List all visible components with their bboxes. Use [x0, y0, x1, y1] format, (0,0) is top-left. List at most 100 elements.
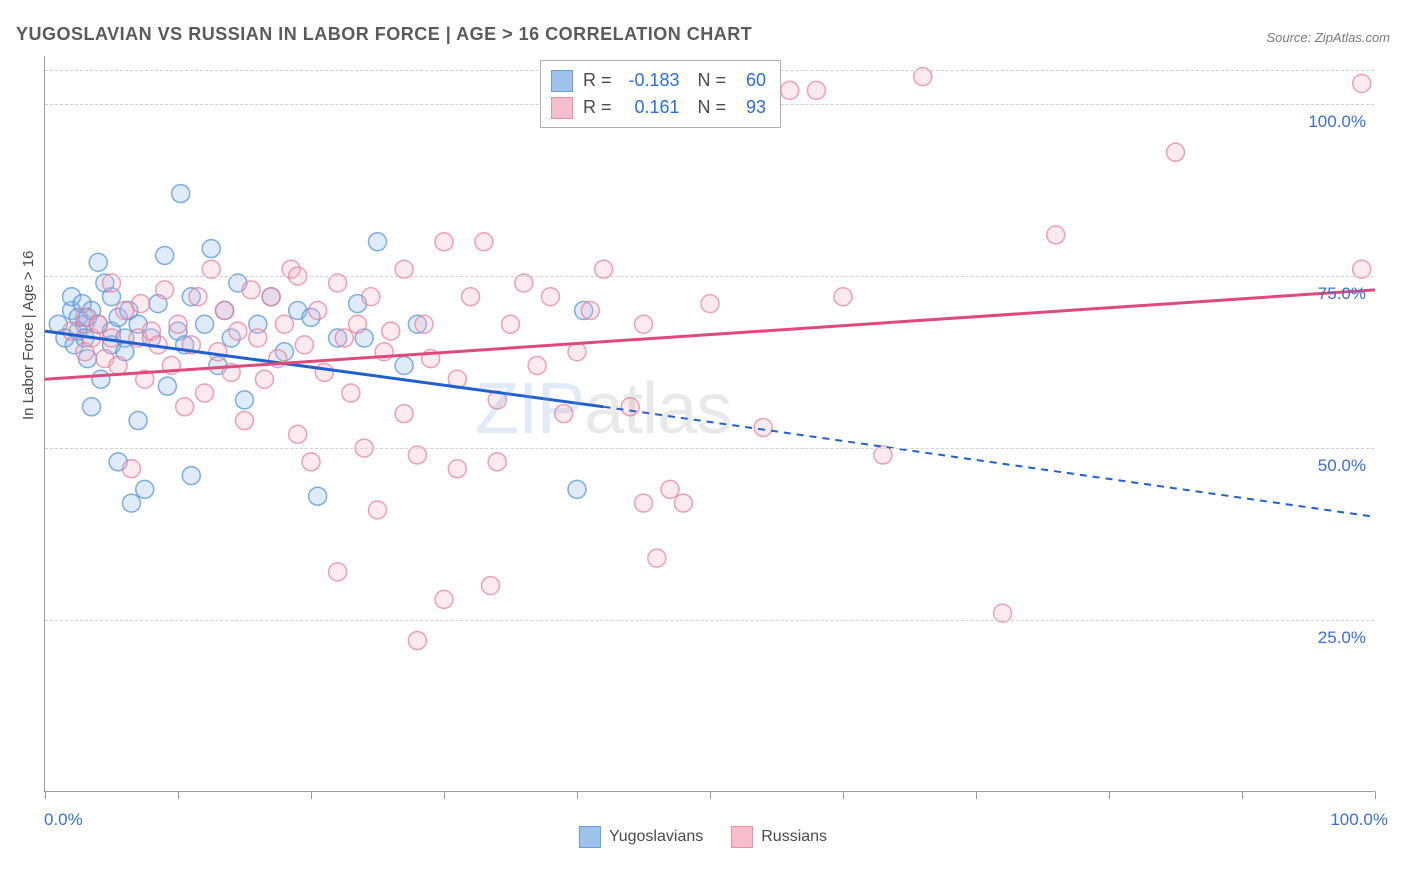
data-point	[408, 632, 426, 650]
x-tick	[710, 791, 711, 799]
legend-label-yugoslavians: Yugoslavians	[609, 828, 703, 846]
data-point	[834, 288, 852, 306]
x-tick	[178, 791, 179, 799]
data-point	[674, 494, 692, 512]
stats-legend-box: R = -0.183 N = 60 R = 0.161 N = 93	[540, 60, 781, 128]
data-point	[448, 460, 466, 478]
swatch-russians-icon	[731, 826, 753, 848]
data-point	[488, 453, 506, 471]
scatter-svg	[45, 56, 1374, 791]
x-tick	[843, 791, 844, 799]
data-point	[395, 357, 413, 375]
data-point	[262, 288, 280, 306]
data-point	[302, 453, 320, 471]
y-axis-label: In Labor Force | Age > 16	[20, 251, 37, 420]
x-tick	[1375, 791, 1376, 799]
data-point	[415, 315, 433, 333]
data-point	[635, 494, 653, 512]
data-point	[648, 549, 666, 567]
legend-label-russians: Russians	[761, 828, 827, 846]
x-tick	[444, 791, 445, 799]
data-point	[182, 467, 200, 485]
gridline	[45, 620, 1374, 621]
data-point	[236, 391, 254, 409]
x-tick	[311, 791, 312, 799]
x-axis-label-min: 0.0%	[44, 810, 83, 830]
data-point	[661, 480, 679, 498]
data-point	[172, 185, 190, 203]
gridline	[45, 448, 1374, 449]
data-point	[109, 357, 127, 375]
source-label: Source: ZipAtlas.com	[1266, 30, 1390, 45]
data-point	[369, 501, 387, 519]
data-point	[83, 398, 101, 416]
data-point	[129, 412, 147, 430]
x-tick	[976, 791, 977, 799]
data-point	[132, 295, 150, 313]
data-point	[309, 302, 327, 320]
data-point	[229, 322, 247, 340]
data-point	[196, 384, 214, 402]
data-point	[781, 81, 799, 99]
r-label: R =	[583, 67, 612, 94]
data-point	[435, 233, 453, 251]
data-point	[122, 494, 140, 512]
x-tick	[1242, 791, 1243, 799]
bottom-legend: Yugoslavians Russians	[579, 826, 827, 848]
data-point	[122, 460, 140, 478]
x-axis-label-max: 100.0%	[1330, 810, 1388, 830]
swatch-yugoslavians-icon	[551, 70, 573, 92]
data-point	[136, 480, 154, 498]
data-point	[1047, 226, 1065, 244]
data-point	[176, 398, 194, 416]
data-point	[309, 487, 327, 505]
data-point	[63, 322, 81, 340]
legend-item-yugoslavians: Yugoslavians	[579, 826, 703, 848]
data-point	[329, 563, 347, 581]
r-value-russians: 0.161	[622, 94, 680, 121]
data-point	[89, 253, 107, 271]
swatch-yugoslavians-icon	[579, 826, 601, 848]
gridline	[45, 276, 1374, 277]
data-point	[196, 315, 214, 333]
y-tick-label: 100.0%	[1308, 112, 1366, 132]
data-point	[1167, 143, 1185, 161]
chart-title: YUGOSLAVIAN VS RUSSIAN IN LABOR FORCE | …	[16, 24, 752, 45]
data-point	[275, 315, 293, 333]
data-point	[249, 329, 267, 347]
data-point	[807, 81, 825, 99]
data-point	[701, 295, 719, 313]
data-point	[335, 329, 353, 347]
legend-item-russians: Russians	[731, 826, 827, 848]
r-label: R =	[583, 94, 612, 121]
data-point	[189, 288, 207, 306]
x-tick	[45, 791, 46, 799]
data-point	[581, 302, 599, 320]
data-point	[475, 233, 493, 251]
n-label: N =	[698, 67, 727, 94]
data-point	[255, 370, 273, 388]
data-point	[92, 370, 110, 388]
data-point	[242, 281, 260, 299]
stats-row-yugoslavians: R = -0.183 N = 60	[551, 67, 766, 94]
data-point	[635, 315, 653, 333]
data-point	[89, 315, 107, 333]
data-point	[754, 418, 772, 436]
data-point	[568, 343, 586, 361]
x-tick	[577, 791, 578, 799]
chart-plot-area: ZIPatlas 25.0%50.0%75.0%100.0%	[44, 56, 1374, 792]
data-point	[541, 288, 559, 306]
data-point	[342, 384, 360, 402]
data-point	[568, 480, 586, 498]
swatch-russians-icon	[551, 97, 573, 119]
y-tick-label: 25.0%	[1318, 628, 1366, 648]
data-point	[169, 315, 187, 333]
data-point	[555, 405, 573, 423]
n-value-russians: 93	[736, 94, 766, 121]
stats-row-russians: R = 0.161 N = 93	[551, 94, 766, 121]
n-value-yugoslavians: 60	[736, 67, 766, 94]
data-point	[158, 377, 176, 395]
data-point	[482, 577, 500, 595]
data-point	[216, 302, 234, 320]
y-tick-label: 75.0%	[1318, 284, 1366, 304]
